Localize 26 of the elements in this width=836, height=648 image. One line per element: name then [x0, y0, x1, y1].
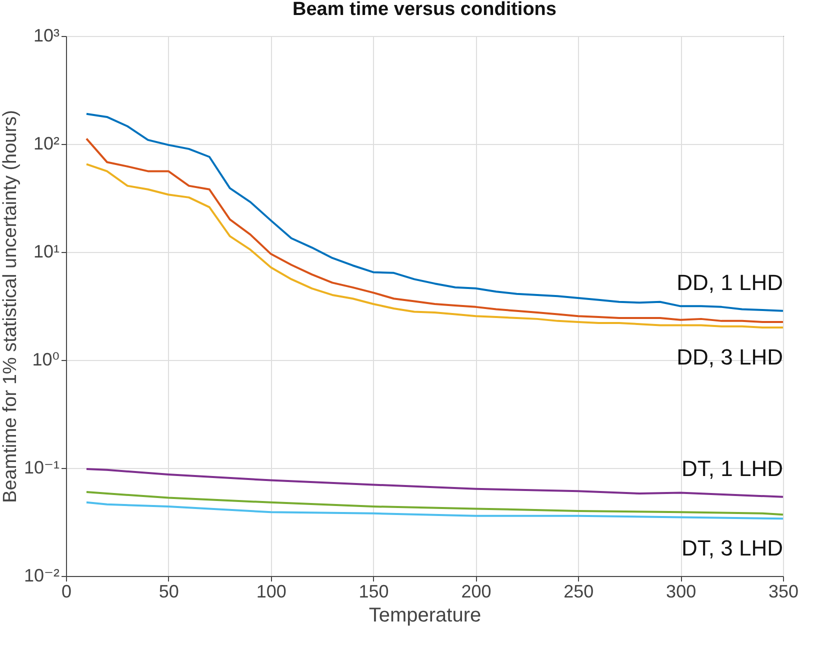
line-series — [85, 490, 784, 516]
series-label: DD, 3 LHD — [676, 344, 783, 370]
x-tick-label: 50 — [158, 582, 179, 602]
y-tick-label: 10¹ — [33, 242, 60, 262]
y-tick-label: 10⁻¹ — [24, 458, 60, 478]
y-tick-label: 10³ — [33, 26, 60, 46]
x-tick-label: 150 — [358, 582, 389, 602]
y-tick-label: 10⁰ — [32, 350, 60, 370]
y-tick-label: 10² — [33, 134, 60, 154]
y-tick-label: 10⁻² — [24, 566, 60, 586]
line-series — [85, 501, 784, 520]
line-series — [85, 112, 784, 312]
chart-title: Beam time versus conditions — [292, 0, 556, 20]
x-tick-label: 0 — [61, 582, 72, 602]
series-label: DT, 1 LHD — [682, 456, 783, 481]
series-label: DD, 1 LHD — [676, 270, 783, 295]
x-axis-title: Temperature — [368, 604, 482, 626]
x-tick-label: 350 — [768, 582, 799, 602]
line-series — [85, 138, 784, 323]
line-series — [85, 163, 784, 328]
y-axis-title: Beamtime for 1% statistical uncertainty (hours) — [0, 110, 21, 503]
x-tick-label: 100 — [256, 582, 286, 602]
series-label: DT, 3 LHD — [682, 536, 783, 561]
x-tick-label: 200 — [461, 582, 492, 602]
x-tick-label: 300 — [666, 582, 696, 602]
x-tick-label: 250 — [564, 582, 594, 602]
